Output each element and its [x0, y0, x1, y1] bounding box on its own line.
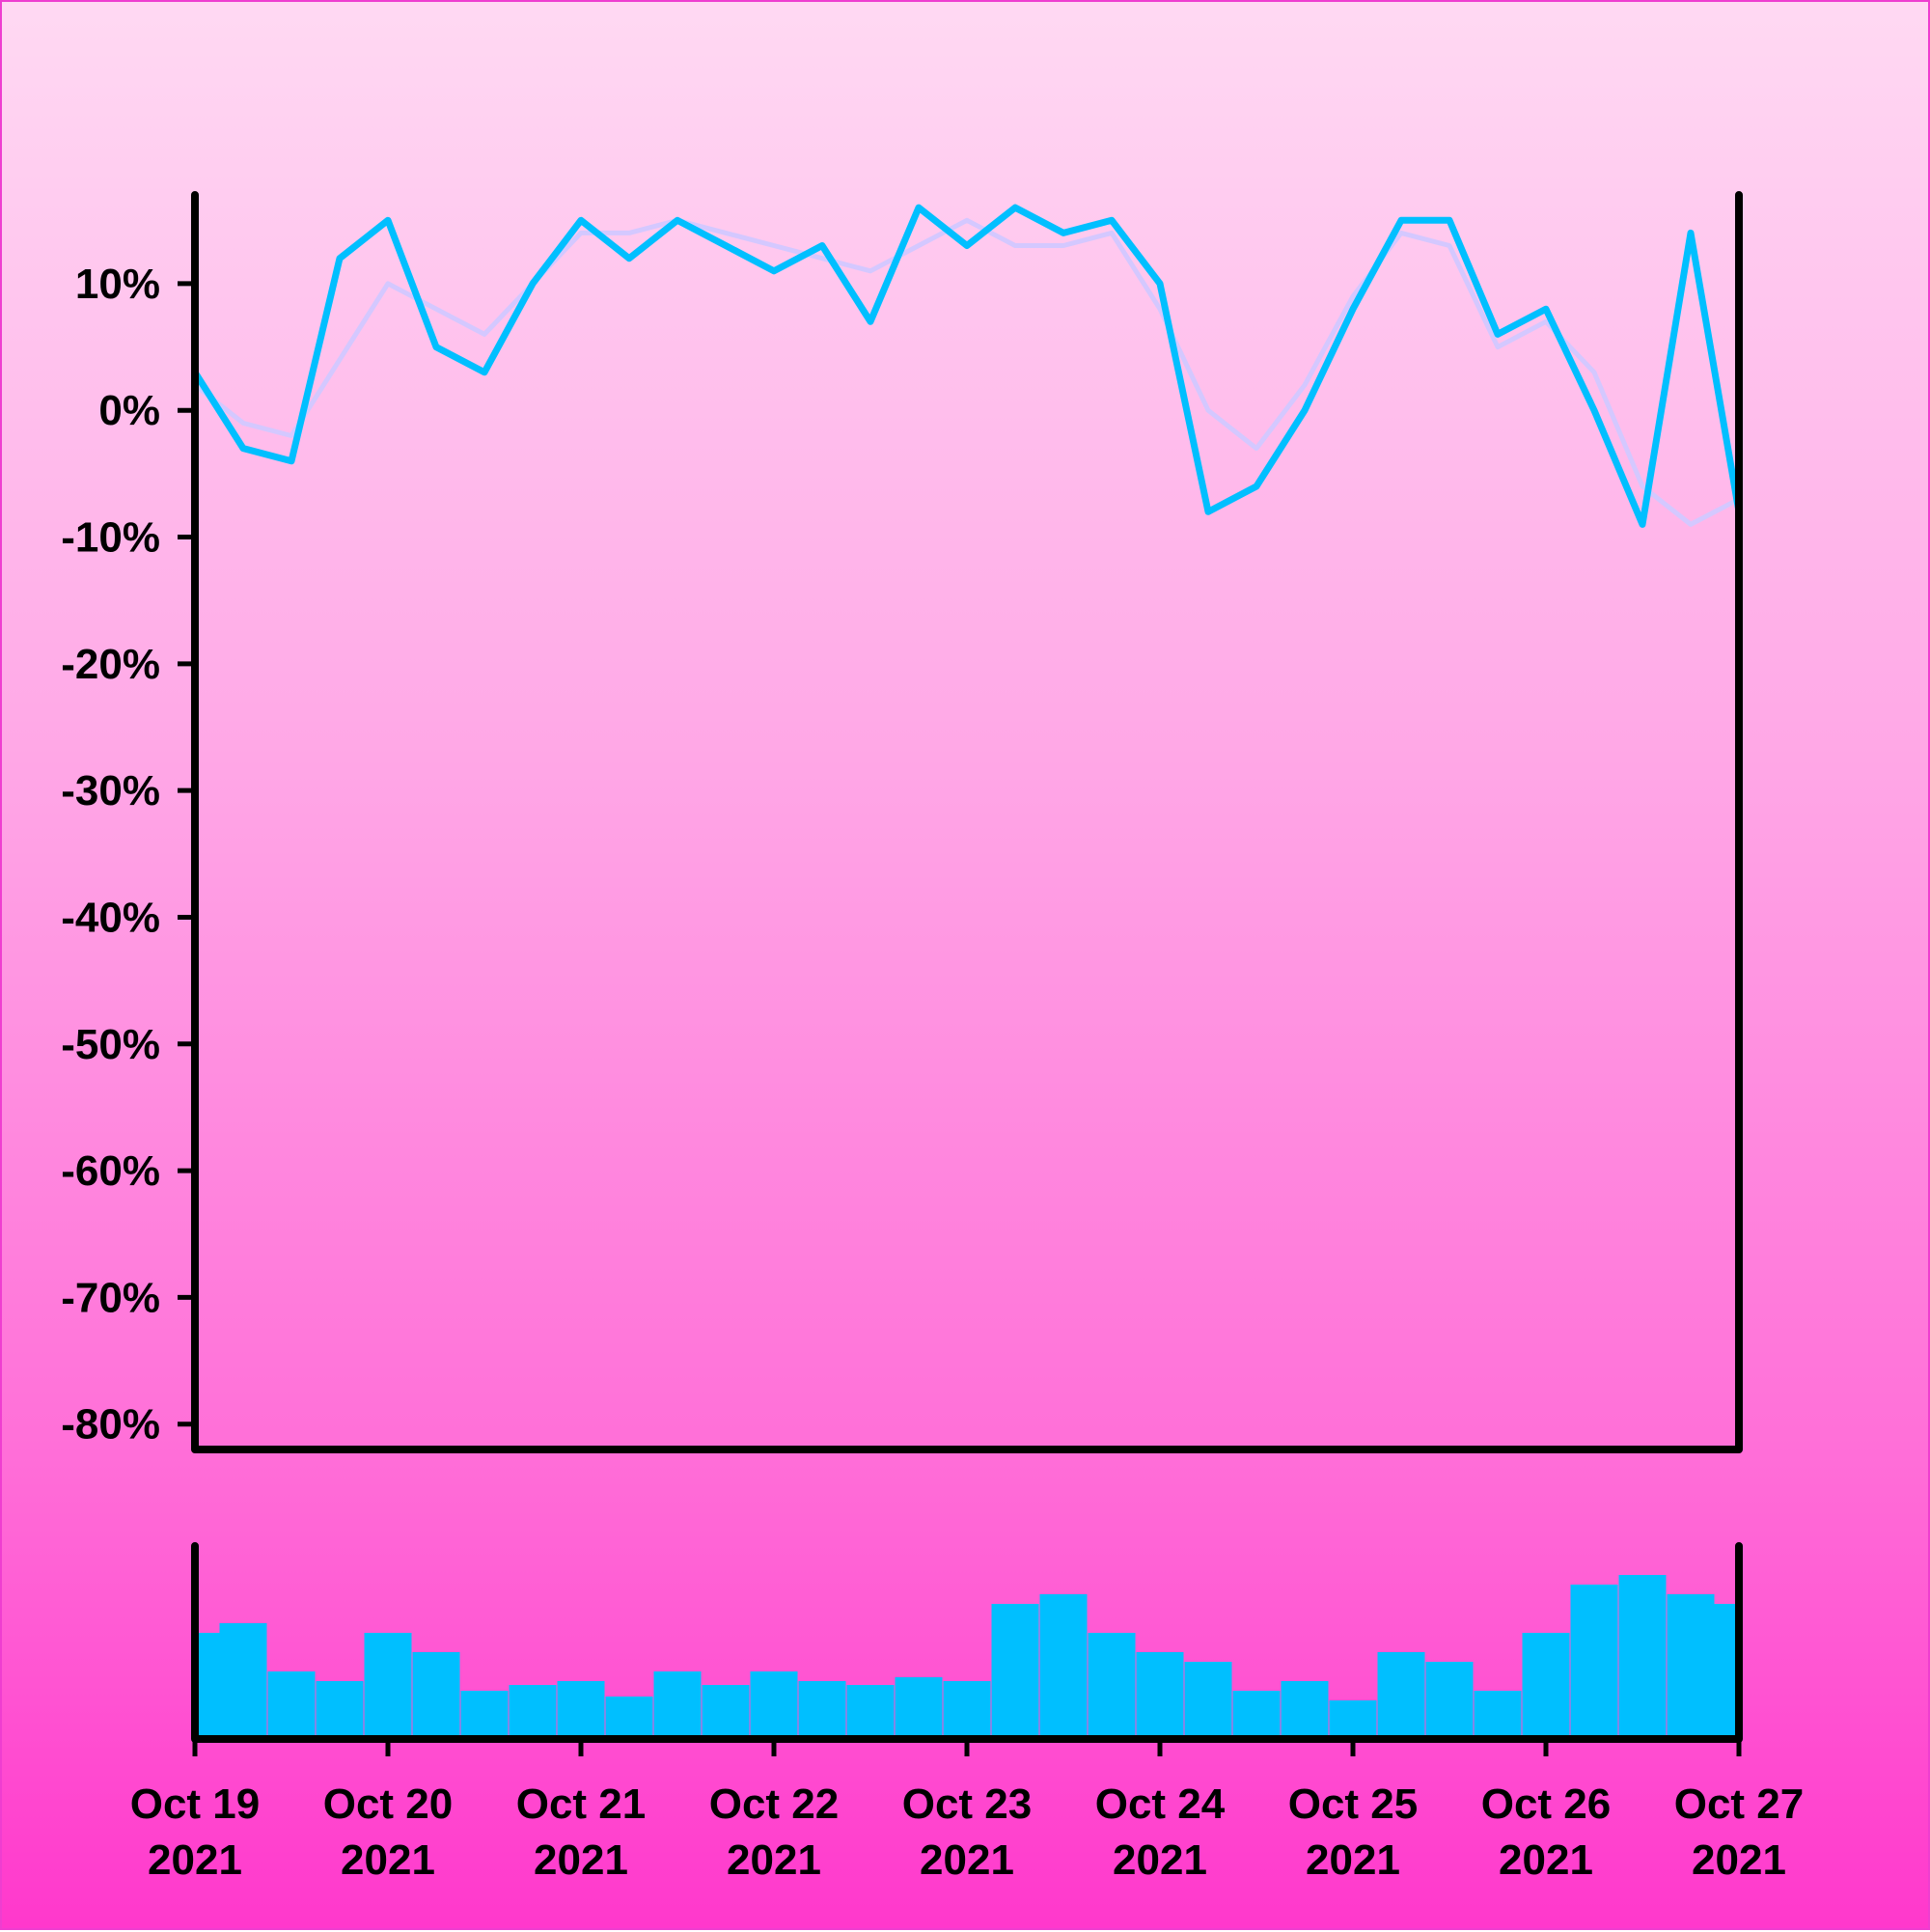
volume-bar — [943, 1681, 991, 1739]
x-tick-label: Oct 19 — [130, 1780, 261, 1828]
moving-average-line — [192, 217, 1742, 527]
x-tick-year-label: 2021 — [727, 1836, 821, 1884]
y-tick-label: -60% — [61, 1147, 160, 1195]
volume-bar — [1522, 1633, 1570, 1739]
x-tick-label: Oct 24 — [1095, 1780, 1226, 1828]
x-tick-year-label: 2021 — [1113, 1836, 1207, 1884]
x-tick-year-label: 2021 — [1499, 1836, 1593, 1884]
x-tick-year-label: 2021 — [341, 1836, 435, 1884]
volume-bar — [1570, 1585, 1618, 1739]
volume-bar — [1232, 1691, 1281, 1739]
x-tick-year-label: 2021 — [534, 1836, 628, 1884]
x-tick-year-label: 2021 — [1692, 1836, 1786, 1884]
x-tick-label: Oct 21 — [516, 1780, 647, 1828]
volume-bar — [895, 1677, 943, 1739]
y-tick-label: -20% — [61, 641, 160, 688]
volume-bar — [267, 1671, 316, 1739]
volume-bar — [605, 1697, 653, 1739]
main-plot-frame — [191, 191, 1743, 1453]
volume-bar — [1618, 1575, 1667, 1739]
volume-bar — [1474, 1691, 1522, 1739]
volume-bar — [557, 1681, 605, 1739]
volume-bar — [1692, 1604, 1739, 1739]
y-tick-label: 10% — [75, 261, 160, 308]
x-tick-label: Oct 20 — [323, 1780, 454, 1828]
volume-bar — [991, 1604, 1039, 1739]
y-tick-label: -70% — [61, 1274, 160, 1321]
volume-bar — [1184, 1662, 1232, 1739]
volume-bar — [1329, 1700, 1377, 1739]
y-tick-label: -40% — [61, 894, 160, 941]
volume-bars — [195, 1575, 1739, 1739]
x-tick-label: Oct 26 — [1481, 1780, 1612, 1828]
x-tick-year-label: 2021 — [1306, 1836, 1400, 1884]
volume-bar — [509, 1685, 557, 1739]
volume-bar — [1039, 1594, 1088, 1739]
x-tick-year-label: 2021 — [920, 1836, 1014, 1884]
volume-bar — [1088, 1633, 1136, 1739]
volume-bar — [412, 1652, 460, 1739]
y-axis-ticks: 10% 0% -10% -20% -30% -40% -50% -60% -70% -80% — [61, 261, 195, 1449]
y-tick-label: 0% — [98, 387, 160, 434]
x-tick-label: Oct 27 — [1674, 1780, 1805, 1828]
volume-bar — [1281, 1681, 1329, 1739]
price-line — [191, 204, 1743, 528]
volume-bar — [460, 1691, 509, 1739]
y-tick-label: -10% — [61, 514, 160, 562]
volume-bar — [1425, 1662, 1474, 1739]
y-tick-label: -50% — [61, 1021, 160, 1068]
y-tick-label: -80% — [61, 1401, 160, 1449]
x-tick-label: Oct 23 — [902, 1780, 1033, 1828]
x-axis-ticks: Oct 19 2021 Oct 20 2021 Oct 21 2021 Oct 22 2021… — [130, 1739, 1805, 1884]
volume-bar — [798, 1681, 846, 1739]
volume-bar — [316, 1681, 364, 1739]
y-tick-label: -30% — [61, 767, 160, 814]
x-tick-label: Oct 22 — [709, 1780, 840, 1828]
volume-bar — [702, 1685, 750, 1739]
volume-bar — [1136, 1652, 1184, 1739]
x-tick-label: Oct 25 — [1288, 1780, 1419, 1828]
volume-bar — [846, 1685, 895, 1739]
chart-lines — [191, 204, 1743, 528]
volume-bar — [750, 1671, 798, 1739]
volume-bar — [219, 1623, 267, 1739]
volume-bar — [653, 1671, 702, 1739]
chart-axes — [191, 191, 1743, 1743]
volume-bar — [1377, 1652, 1425, 1739]
x-tick-year-label: 2021 — [148, 1836, 242, 1884]
volume-bar — [364, 1633, 412, 1739]
